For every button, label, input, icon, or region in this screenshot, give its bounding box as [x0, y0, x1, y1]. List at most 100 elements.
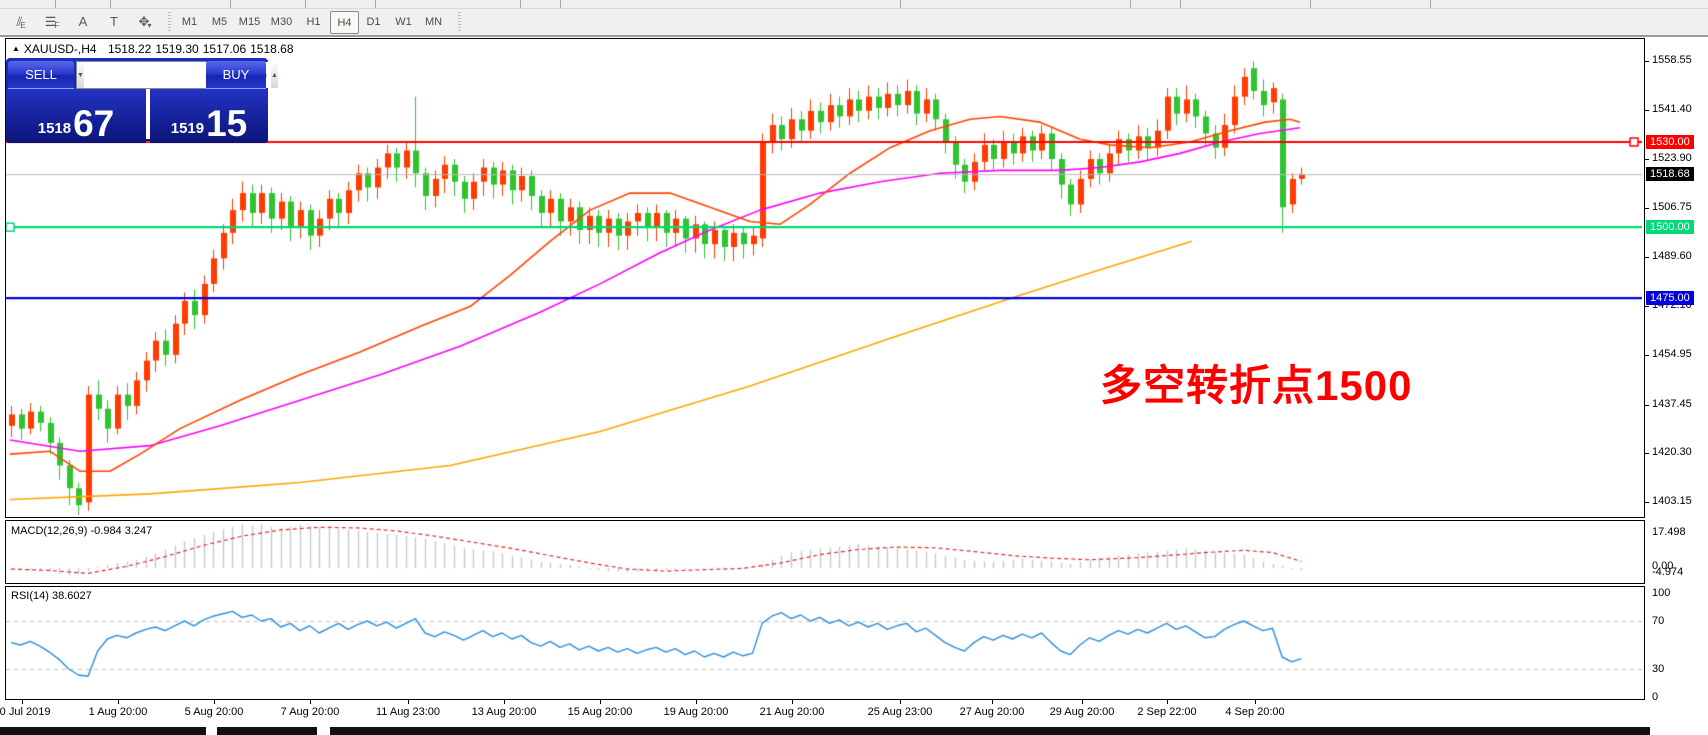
toolbar: ⫽ E ☰ F A T ✥ ▾ M1 M5 M15 M30 H1 H4 D1 W1 MN [0, 9, 1708, 37]
time-tick [408, 700, 409, 704]
time-tick [600, 700, 601, 704]
buy-price-display[interactable]: 1519 15 [150, 89, 268, 143]
price-tick-label: 1420.30 [1652, 446, 1692, 458]
time-tick-label: 19 Aug 20:00 [663, 706, 729, 718]
time-tick [792, 700, 793, 704]
price-tick-label: 1541.40 [1652, 103, 1692, 115]
text-label-icon[interactable]: T [110, 14, 118, 29]
toolbar-strip-tick [560, 0, 561, 8]
ohlc-high: 1519.30 [155, 42, 199, 56]
macd-main-value: -0.984 [90, 525, 122, 537]
chart-annotation-text: 多空转折点1500 [1100, 362, 1413, 409]
time-tick [696, 700, 697, 704]
price-tick-label: 1437.45 [1652, 398, 1692, 410]
volume-increase-button[interactable]: ▲ [270, 62, 278, 88]
time-tick [1255, 700, 1256, 704]
timeframe-h4[interactable]: H4 [330, 11, 359, 34]
equidistant-channel-icon[interactable]: ⫽ E [16, 13, 26, 31]
macd-signal-value: 3.247 [124, 525, 153, 537]
price-tick-label: 1506.75 [1652, 201, 1692, 213]
time-tick-label: 7 Aug 20:00 [280, 706, 340, 718]
rsi-tick-label: 0 [1652, 691, 1659, 703]
timeframe-d1[interactable]: D1 [366, 15, 381, 28]
timeframe-m5[interactable]: M5 [211, 15, 228, 28]
ohlc-close: 1518.68 [250, 42, 294, 56]
rsi-chart-canvas[interactable] [6, 587, 1642, 697]
time-tick-label: 30 Jul 2019 [0, 706, 51, 718]
ohlc-open: 1518.22 [107, 42, 152, 56]
one-click-trade-panel: SELL ▼ ▲ BUY 1518 67 1519 15 [6, 58, 278, 143]
toolbar-strip-tick [55, 0, 56, 8]
timeframe-m15[interactable]: M15 [238, 15, 261, 28]
sell-button[interactable]: SELL [8, 61, 74, 89]
timeframe-m1[interactable]: M1 [181, 15, 198, 28]
time-tick [1167, 700, 1168, 704]
toolbar-strip-tick [900, 0, 901, 8]
macd-label: MACD(12,26,9) -0.984 3.247 [11, 525, 153, 537]
time-tick [1082, 700, 1083, 704]
price-tick-label: 1558.55 [1652, 54, 1692, 66]
axis-tick [1645, 405, 1649, 406]
macd-tick-label: 17.498 [1652, 526, 1686, 538]
axis-tick [1645, 502, 1649, 503]
volume-spinner: ▼ ▲ [76, 61, 278, 89]
sell-price-pips: 67 [73, 102, 115, 144]
bottom-bar-gap [206, 727, 217, 735]
price-badge-1475-00: 1475.00 [1646, 291, 1694, 305]
time-tick-label: 27 Aug 20:00 [959, 706, 1025, 718]
time-tick [504, 700, 505, 704]
axis-tick [1645, 61, 1649, 62]
price-tick-label: 1523.90 [1652, 152, 1692, 164]
arrow-tools-icon[interactable]: ✥ ▾ [138, 13, 152, 31]
axis-tick [1645, 208, 1649, 209]
buy-button[interactable]: BUY [206, 61, 266, 89]
time-tick [310, 700, 311, 704]
time-tick-label: 2 Sep 22:00 [1137, 706, 1197, 718]
time-tick-label: 29 Aug 20:00 [1049, 706, 1115, 718]
sell-price-display[interactable]: 1518 67 [6, 89, 146, 143]
toolbar-strip-tick [1180, 0, 1181, 8]
rsi-value: 38.6027 [51, 590, 92, 602]
timeframe-mn[interactable]: MN [424, 15, 443, 28]
price-badge-1530-00: 1530.00 [1646, 135, 1694, 149]
volume-decrease-button[interactable]: ▼ [77, 62, 84, 88]
timeframe-w1[interactable]: W1 [395, 15, 412, 28]
price-tick-label: 1403.15 [1652, 495, 1692, 507]
rsi-tick-label: 100 [1652, 587, 1671, 599]
buy-price-pips: 15 [206, 102, 248, 144]
axis-tick [1645, 110, 1649, 111]
time-tick-label: 25 Aug 23:00 [867, 706, 933, 718]
macd-tick-label: -4.974 [1652, 566, 1684, 578]
time-tick [118, 700, 119, 704]
panel-divider [146, 89, 150, 139]
macd-tick-label: 0.00 [1652, 560, 1674, 572]
time-tick [22, 700, 23, 704]
timeframe-h1[interactable]: H1 [306, 15, 321, 28]
time-tick-label: 4 Sep 20:00 [1225, 706, 1285, 718]
price-chart-canvas[interactable] [6, 39, 1642, 515]
top-toolbar-strip [0, 0, 1708, 9]
toolbar-strip-tick [1310, 0, 1311, 8]
axis-tick [1645, 257, 1649, 258]
text-icon[interactable]: A [78, 14, 88, 29]
bottom-bar-gap [317, 727, 330, 735]
rsi-label: RSI(14) 38.6027 [11, 590, 92, 602]
timeframe-m30[interactable]: M30 [270, 15, 293, 28]
sell-price-prefix: 1518 [37, 120, 72, 137]
time-tick-label: 21 Aug 20:00 [759, 706, 825, 718]
chart-title: ▲ XAUUSD-,H4 1518.22 1519.30 1517.06 1518.68 [12, 42, 298, 56]
fibonacci-retracement-icon[interactable]: ☰ F [44, 13, 60, 31]
time-tick [900, 700, 901, 704]
toolbar-strip-tick [230, 0, 231, 8]
collapse-triangle-icon[interactable]: ▲ [12, 44, 20, 53]
axis-tick [1645, 453, 1649, 454]
toolbar-separator [458, 12, 461, 31]
axis-tick [1645, 355, 1649, 356]
toolbar-strip-tick [1130, 0, 1131, 8]
price-tick-label: 1489.60 [1652, 250, 1692, 262]
buy-price-prefix: 1519 [170, 120, 205, 137]
axis-tick [1645, 306, 1649, 307]
macd-chart-canvas[interactable] [6, 521, 1642, 581]
time-tick-label: 15 Aug 20:00 [567, 706, 633, 718]
toolbar-strip-tick [305, 0, 306, 8]
